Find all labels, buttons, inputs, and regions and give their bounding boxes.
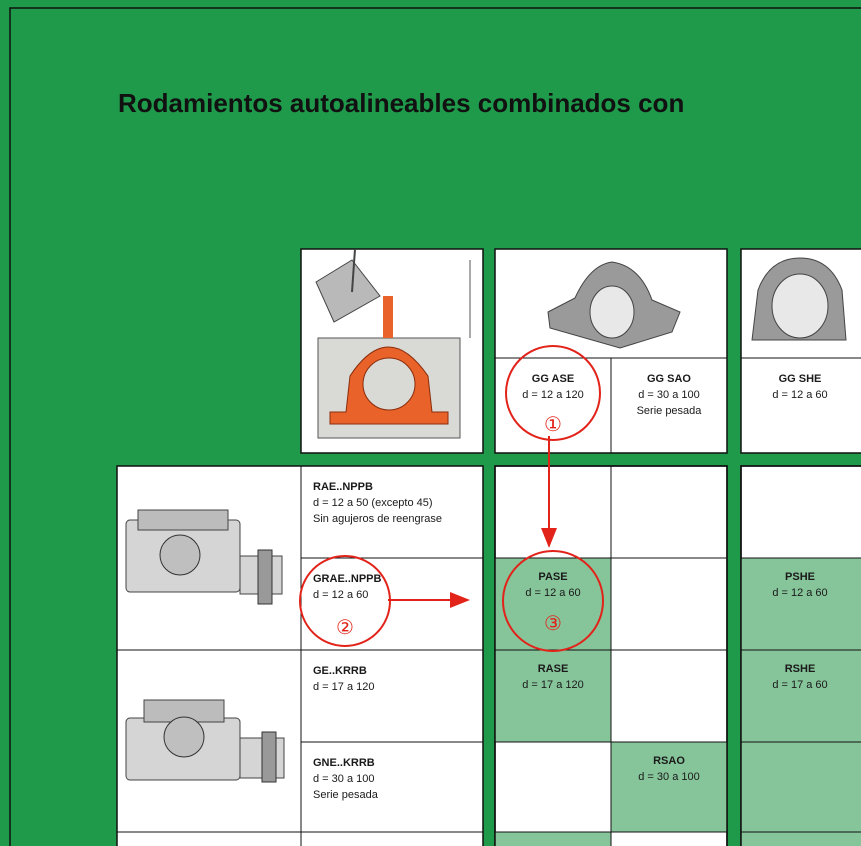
callout-number: ② [336,617,354,639]
housing-range: d = 12 a 60 [772,389,827,401]
bearing-range: d = 17 a 120 [313,681,374,693]
housing-illustration [547,261,681,349]
unit-range: d = 30 a 100 [638,771,699,783]
title: Rodamientos autoalineables combinados co… [118,88,684,118]
unit-cell [610,741,728,833]
unit-grid-border [740,465,861,846]
housing-name: GG SHE [779,373,822,385]
housing-name: GG SAO [647,373,691,385]
frame [9,7,861,846]
bearing-name: GNE..KRRB [313,757,375,769]
bearing-illustration [125,699,285,783]
unit-grid-border [494,465,728,846]
bearing-range: d = 12 a 60 [313,589,368,601]
housing-range: d = 30 a 100 [638,389,699,401]
bearing-note: Serie pesada [313,789,379,801]
unit-cell [494,649,612,743]
unit-name: RSHE [785,663,816,675]
unit-name: PASE [538,571,567,583]
housing-note: Serie pesada [637,405,703,417]
unit-name: RSAO [653,755,685,767]
unit-cell [740,741,861,833]
bearing-range: d = 30 a 100 [313,773,374,785]
unit-range: d = 17 a 60 [772,679,827,691]
unit-cell [740,831,861,846]
unit-range: d = 17 a 120 [522,679,583,691]
unit-cell [740,557,861,651]
bearing-name: RAE..NPPB [313,481,373,493]
bearing-note: Sin agujeros de reengrase [313,513,442,525]
casting-illustration [315,248,471,439]
housing-name: GG ASE [532,373,574,385]
grid-lines [495,466,727,846]
unit-cell [494,831,612,846]
bearing-range: d = 12 a 50 (excepto 45) [313,497,433,509]
unit-name: PSHE [785,571,815,583]
unit-range: d = 12 a 60 [525,587,580,599]
callout-circle [505,345,601,441]
callout-circle [502,550,604,652]
callout-number: ③ [544,613,562,635]
unit-cell [494,557,612,651]
unit-name: RASE [538,663,569,675]
callout-number: ① [544,414,562,436]
unit-range: d = 12 a 60 [772,587,827,599]
bearing-name: GRAE..NPPB [313,573,382,585]
bearing-illustration [125,509,283,605]
housing-range: d = 12 a 120 [522,389,583,401]
bearing-name: GE..KRRB [313,665,367,677]
housing-illustration [751,257,847,341]
